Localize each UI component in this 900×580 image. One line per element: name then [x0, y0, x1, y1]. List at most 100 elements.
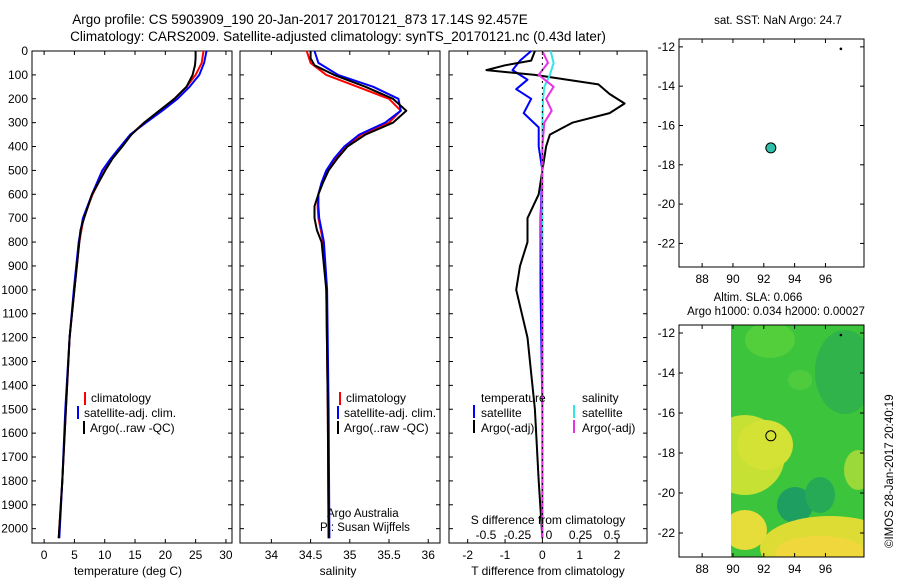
temp-y-tick-label: 700	[8, 211, 28, 225]
temp-y-tick-label: 1200	[1, 331, 28, 345]
imos-watermark: ©IMOS 28-Jan-2017 20:40:19	[884, 394, 896, 548]
diff-x-tick-label: -2	[462, 548, 473, 562]
difference-legend-s-satellite: satellite	[582, 406, 623, 420]
m2-track-point	[839, 333, 843, 337]
temp-x-tick-label: 25	[189, 548, 203, 562]
sst-map-panel: sat. SST: NaN Argo: 24.7 88 90 92 94 96 -12 -1…	[658, 15, 865, 286]
temp-y-tick-label: 600	[8, 187, 28, 201]
sla-map-panel: Altim. SLA: 0.066 Argo h1000: 0.034 h200…	[658, 292, 865, 576]
difference-axes-frame	[448, 50, 648, 544]
difference-top-tick-label: -0.5	[476, 528, 497, 542]
credit-line1: Argo Australia	[327, 508, 399, 520]
difference-top-tick-label: 0.5	[604, 528, 621, 542]
sla-patch	[788, 370, 812, 390]
temperature-legend-climatology: climatology	[91, 391, 151, 405]
m1-y-tick-label: -20	[658, 197, 676, 211]
sla-patch	[805, 477, 835, 513]
sst-map-title: sat. SST: NaN Argo: 24.7	[714, 15, 842, 27]
salinity-x-ticks: 34 34.5 35 35.5 36	[265, 51, 435, 562]
salinity-y-ticks	[240, 50, 440, 530]
sst-map-ticks: 88 90 92 94 96 -12 -14 -16 -18 -20 -22	[658, 39, 864, 286]
diff-series-temperature-argo-adj	[485, 50, 626, 539]
temperature-x-label: temperature (deg C)	[74, 564, 182, 578]
m2-y-tick-label: -14	[658, 366, 676, 380]
m1-y-tick-label: -14	[658, 79, 676, 93]
m1-y-tick-label: -22	[658, 236, 676, 250]
temp-y-tick-label: 1800	[1, 474, 28, 488]
sal-x-tick-label: 34.5	[299, 548, 323, 562]
difference-y-ticks	[449, 50, 647, 530]
m1-float-marker	[765, 142, 777, 154]
diff-x-tick-label: 1	[576, 548, 583, 562]
temperature-y-ticks: 0 100 200 300 400 500 600 700 800 900 1000 1100 1200…	[1, 44, 232, 536]
m1-y-tick-label: -18	[658, 158, 676, 172]
m2-x-tick-label: 90	[726, 562, 740, 576]
difference-legend-t-satellite: satellite	[481, 406, 522, 420]
sla-patch	[745, 325, 795, 358]
temp-y-tick-label: 500	[8, 163, 28, 177]
m1-x-tick-label: 92	[757, 272, 771, 286]
temperature-legend: climatology satellite-adj. clim. Argo(..…	[77, 391, 176, 435]
difference-panel: -2 -1 0 1 2 S difference from climatology -0…	[448, 50, 648, 578]
salinity-panel: 34 34.5 35 35.5 36 salinity climatology sate…	[239, 50, 441, 578]
temperature-lines	[57, 50, 208, 539]
temp-x-tick-label: 30	[219, 548, 233, 562]
temperature-legend-satellite-adj: satellite-adj. clim.	[84, 406, 176, 420]
m1-x-tick-label: 88	[695, 272, 709, 286]
m2-x-tick-label: 94	[788, 562, 802, 576]
sal-x-tick-label: 35.5	[377, 548, 401, 562]
sla-heatmap	[731, 325, 864, 557]
salinity-legend-satellite-adj: satellite-adj. clim.	[344, 406, 436, 420]
figure-title-line2: Climatology: CARS2009. Satellite-adjuste…	[70, 29, 606, 44]
sla-map-frame	[678, 324, 865, 558]
diff-x-tick-label: 2	[614, 548, 621, 562]
temp-x-tick-label: 15	[128, 548, 142, 562]
diff-x-tick-label: -1	[500, 548, 511, 562]
sla-map-ticks: 88 90 92 94 96 -12 -14 -16 -18 -20 -22	[658, 325, 864, 576]
m2-y-tick-label: -20	[658, 486, 676, 500]
temperature-x-ticks: 0 5 10 15 20 25 30	[41, 51, 233, 562]
difference-top-tick-label: -0.25	[504, 528, 532, 542]
temp-y-tick-label: 400	[8, 140, 28, 154]
temp-y-tick-label: 100	[8, 68, 28, 82]
salinity-x-label: salinity	[320, 564, 357, 578]
temp-y-tick-label: 900	[8, 259, 28, 273]
temp-y-tick-label: 1900	[1, 498, 28, 512]
m2-float-marker	[765, 430, 777, 442]
temp-x-tick-label: 20	[159, 548, 173, 562]
diff-x-tick-label: 0	[539, 548, 546, 562]
figure-title-line1: Argo profile: CS 5903909_190 20-Jan-2017…	[72, 12, 528, 27]
temperature-legend-argo: Argo(..raw -QC)	[90, 421, 175, 435]
m1-track-point	[839, 47, 843, 51]
temp-y-tick-label: 1600	[1, 426, 28, 440]
temp-y-tick-label: 1400	[1, 378, 28, 392]
sla-patch	[815, 330, 864, 414]
temp-y-tick-label: 1300	[1, 354, 28, 368]
difference-top-ticks: -0.5 -0.25 0 0.25 0.5	[476, 51, 621, 543]
difference-top-x-label: S difference from climatology	[471, 513, 626, 527]
salinity-axes-frame	[239, 50, 441, 544]
difference-legend-temperature-head: temperature	[481, 391, 546, 405]
sal-x-tick-label: 35	[343, 548, 357, 562]
temp-y-tick-label: 800	[8, 235, 28, 249]
sla-map-title-line1: Altim. SLA: 0.066	[714, 292, 803, 304]
sla-patch	[777, 487, 813, 523]
difference-legend-t-argo: Argo(-adj)	[481, 421, 534, 435]
m1-y-tick-label: -16	[658, 118, 676, 132]
temp-series-argo-raw-qc	[57, 51, 197, 539]
difference-x-ticks: -2 -1 0 1 2	[462, 51, 621, 562]
m2-y-tick-label: -16	[658, 406, 676, 420]
sla-patch	[844, 450, 864, 490]
m1-x-tick-label: 94	[788, 272, 802, 286]
salinity-legend-climatology: climatology	[346, 391, 406, 405]
salinity-legend: climatology satellite-adj. clim. Argo(..…	[337, 391, 436, 435]
temp-y-tick-label: 1700	[1, 450, 28, 464]
credit-line2: PI: Susan Wijffels	[320, 522, 410, 534]
difference-legend-s-argo: Argo(-adj)	[582, 421, 635, 435]
sla-patch	[731, 510, 767, 550]
sal-x-tick-label: 34	[265, 548, 279, 562]
difference-legend: temperature satellite Argo(-adj) salinit…	[473, 391, 635, 435]
m2-x-tick-label: 92	[757, 562, 771, 576]
temp-y-tick-label: 0	[21, 44, 28, 58]
